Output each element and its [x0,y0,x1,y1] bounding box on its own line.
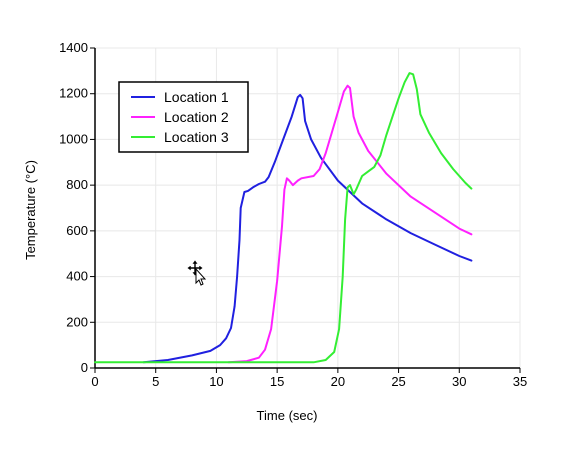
legend-label: Location 3 [164,129,229,145]
move-cursor-icon [186,259,207,286]
legend-label: Location 2 [164,109,229,125]
series-line-location-2 [227,84,473,364]
x-tick-label: 10 [209,374,223,389]
x-tick-label: 0 [91,374,98,389]
y-tick-label: 1400 [59,40,88,55]
series-line-location-1 [142,93,473,364]
x-tick-label: 20 [331,374,345,389]
plot-series [94,72,473,364]
y-tick-label: 200 [66,314,88,329]
y-tick-label: 1200 [59,86,88,101]
y-axis-title: Temperature (°C) [23,160,38,260]
x-tick-label: 15 [270,374,284,389]
axes [90,47,521,373]
y-tick-label: 600 [66,223,88,238]
x-axis-title: Time (sec) [257,408,318,423]
legend: Location 1 Location 2 Location 3 [118,81,249,153]
series-line-location-3 [94,72,473,364]
x-tick-label: 5 [152,374,159,389]
y-tick-label: 1000 [59,131,88,146]
y-tick-label: 0 [81,360,88,375]
y-tick-label: 800 [66,177,88,192]
x-tick-label: 35 [513,374,527,389]
y-tick-label: 400 [66,269,88,284]
tick-labels: 0 5 10 15 20 25 30 35 0 200 400 600 800 1000 1200 1400 [59,40,527,389]
x-tick-label: 30 [452,374,466,389]
legend-label: Location 1 [164,89,229,105]
x-tick-label: 25 [391,374,405,389]
